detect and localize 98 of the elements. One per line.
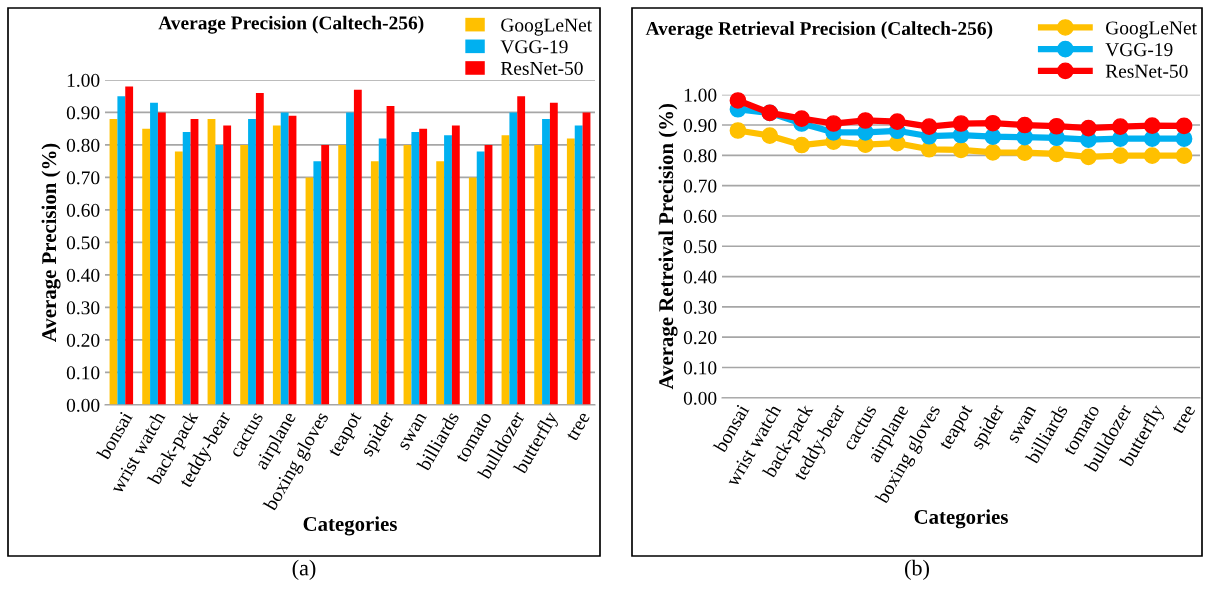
- bar: [223, 125, 232, 405]
- point: [1143, 147, 1161, 164]
- bar: [321, 144, 330, 405]
- y-tick-label: 0.20: [66, 333, 100, 347]
- point: [1111, 147, 1129, 164]
- y-tick-label: 1.00: [684, 88, 717, 102]
- point: [761, 127, 779, 144]
- point: [1016, 144, 1034, 161]
- point: [1016, 116, 1034, 134]
- point: [1080, 148, 1097, 166]
- bar: [517, 96, 526, 405]
- legend-label: GoogLeNet: [1106, 21, 1197, 39]
- bar: [451, 125, 460, 405]
- bar: [313, 161, 322, 405]
- text: (a): [292, 559, 316, 580]
- point: [984, 143, 1002, 161]
- point: [1048, 145, 1065, 163]
- point: [1048, 117, 1065, 135]
- bar: [174, 151, 183, 405]
- bar: [411, 131, 420, 405]
- bar: [280, 112, 289, 405]
- point: [1143, 117, 1161, 134]
- bar: [150, 102, 158, 405]
- legend-label: ResNet-50: [1105, 64, 1188, 78]
- y-tick-label: 0.90: [66, 106, 100, 120]
- x-tick-label: tree: [566, 411, 591, 442]
- bar: [370, 161, 379, 405]
- y-tick-label: 0.40: [683, 270, 717, 284]
- point: [825, 115, 842, 132]
- bar: [574, 125, 583, 405]
- point: [920, 118, 938, 135]
- bar: [476, 151, 485, 405]
- bar: [240, 144, 249, 405]
- legend-label: VGG-19: [500, 40, 568, 54]
- bar: [346, 112, 354, 405]
- point: [1111, 118, 1129, 135]
- y-tick-label: 1.00: [67, 73, 100, 87]
- bar: [534, 144, 543, 405]
- bar: [444, 135, 452, 405]
- bar: [419, 128, 428, 405]
- bar: [248, 118, 256, 405]
- bar: [125, 86, 134, 405]
- bar: [272, 125, 281, 405]
- bar: [117, 96, 126, 405]
- y-tick-label: 0.00: [66, 398, 100, 412]
- y-tick-label: 0.10: [683, 361, 717, 375]
- point: [1175, 117, 1193, 135]
- bar: [182, 131, 191, 405]
- bar: [353, 89, 362, 405]
- y-tick-label: 0.40: [66, 268, 100, 282]
- bar: [509, 112, 518, 405]
- y-tick-label: 0.90: [683, 118, 717, 133]
- point: [1175, 147, 1193, 164]
- bar: [338, 144, 347, 405]
- y-tick-label: 0.20: [683, 331, 717, 345]
- x-axis-title: Categories: [914, 509, 1008, 529]
- chart-title: Average Retrieval Precision (Caltech-256): [645, 21, 993, 40]
- y-tick-label: 0.80: [683, 149, 717, 163]
- point: [984, 114, 1002, 132]
- point: [793, 110, 811, 127]
- point: [888, 113, 906, 131]
- y-tick-label: 0.60: [683, 209, 717, 223]
- y-tick-label: 0.60: [66, 203, 100, 217]
- bar: [566, 138, 575, 405]
- bar: [378, 138, 387, 405]
- point: [729, 92, 747, 109]
- y-tick-label: 0.00: [683, 391, 717, 405]
- point: [729, 122, 747, 139]
- point: [793, 136, 811, 154]
- y-tick-label: 0.70: [683, 179, 717, 193]
- bar: [468, 177, 477, 405]
- bar: [542, 118, 550, 405]
- point: [952, 141, 970, 159]
- x-tick-label: tree: [1171, 404, 1196, 435]
- bar: [255, 92, 264, 405]
- bar: [549, 102, 558, 405]
- bar: [215, 144, 224, 405]
- y-tick-label: 0.50: [683, 240, 717, 254]
- legend-label: ResNet-50: [500, 61, 583, 75]
- text: (b): [905, 559, 929, 580]
- legend-label: GoogLeNet: [501, 18, 593, 36]
- y-tick-label: 0.30: [683, 300, 717, 314]
- y-tick-label: 0.70: [66, 171, 100, 185]
- point: [1080, 119, 1097, 137]
- bar: [142, 128, 151, 405]
- bar: [436, 161, 445, 405]
- x-axis-title: Categories: [303, 516, 397, 536]
- legend-label: VGG-19: [1105, 43, 1173, 57]
- y-tick-label: 0.30: [66, 301, 100, 315]
- chart-title: Average Precision (Caltech-256): [158, 15, 424, 34]
- bar: [157, 112, 166, 405]
- y-tick-label: 0.10: [66, 366, 100, 380]
- point: [857, 112, 874, 129]
- y-axis-title: Average Precision (%): [41, 143, 61, 342]
- point: [952, 115, 970, 132]
- y-tick-label: 0.80: [66, 138, 100, 152]
- y-tick-label: 0.50: [66, 236, 100, 250]
- y-axis-title: Average Retreival Precision (%): [658, 104, 678, 390]
